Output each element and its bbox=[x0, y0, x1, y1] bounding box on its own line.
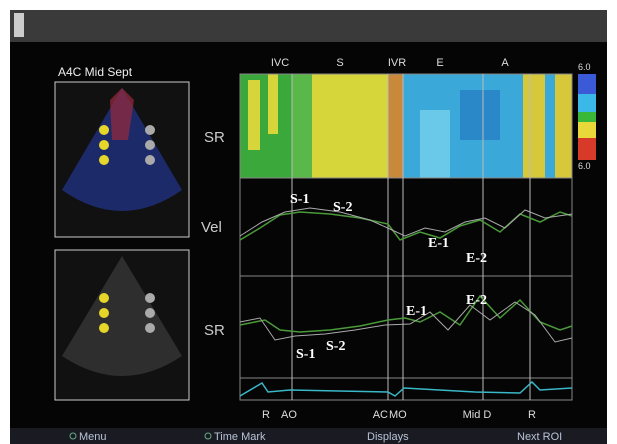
roi-dots-gray bbox=[145, 293, 155, 333]
menu-item[interactable]: Menu bbox=[79, 431, 107, 443]
scale-label: 6.0 bbox=[578, 161, 591, 171]
roi-dots-gray bbox=[145, 125, 155, 165]
menu-item[interactable]: Time Mark bbox=[214, 431, 266, 443]
roi-dots bbox=[99, 293, 109, 333]
row-label: SR bbox=[204, 322, 225, 339]
phase-label: IVR bbox=[388, 57, 406, 69]
color-scale-bar bbox=[578, 74, 596, 160]
ecg-label: MO bbox=[389, 409, 407, 421]
menu-item[interactable]: Next ROI bbox=[517, 431, 562, 443]
ecg-label: Mid D bbox=[463, 409, 492, 421]
phase-label: E bbox=[436, 57, 443, 69]
top-icon bbox=[14, 13, 24, 37]
row-label: SR bbox=[204, 129, 225, 146]
top-bar bbox=[10, 10, 607, 42]
roi-dots bbox=[99, 125, 109, 165]
ecg-label: R bbox=[528, 409, 536, 421]
view-title: A4C Mid Sept bbox=[58, 65, 133, 79]
ecg-label: AO bbox=[281, 409, 297, 421]
annotation: E-2 bbox=[466, 251, 487, 266]
phase-label: A bbox=[501, 57, 509, 69]
scale-label: 6.0 bbox=[578, 62, 591, 72]
annotation: E-2 bbox=[466, 293, 487, 308]
menu-item[interactable]: Displays bbox=[367, 431, 409, 443]
annotation: S-2 bbox=[333, 200, 352, 215]
phase-label: S bbox=[336, 57, 343, 69]
annotation: E-1 bbox=[428, 236, 449, 251]
row-label: Vel bbox=[201, 219, 222, 236]
ecg-label: R bbox=[262, 409, 270, 421]
annotation: S-1 bbox=[296, 347, 315, 362]
annotation: S-1 bbox=[290, 192, 309, 207]
ultrasound-screen: A4C Mid Sept IVC S IVR E A 6.0 6.0 bbox=[0, 0, 617, 444]
strain-rate-map bbox=[240, 74, 572, 178]
annotation: S-2 bbox=[326, 339, 345, 354]
annotation: E-1 bbox=[406, 304, 427, 319]
phase-label: IVC bbox=[271, 57, 289, 69]
ecg-label: AC bbox=[373, 409, 388, 421]
